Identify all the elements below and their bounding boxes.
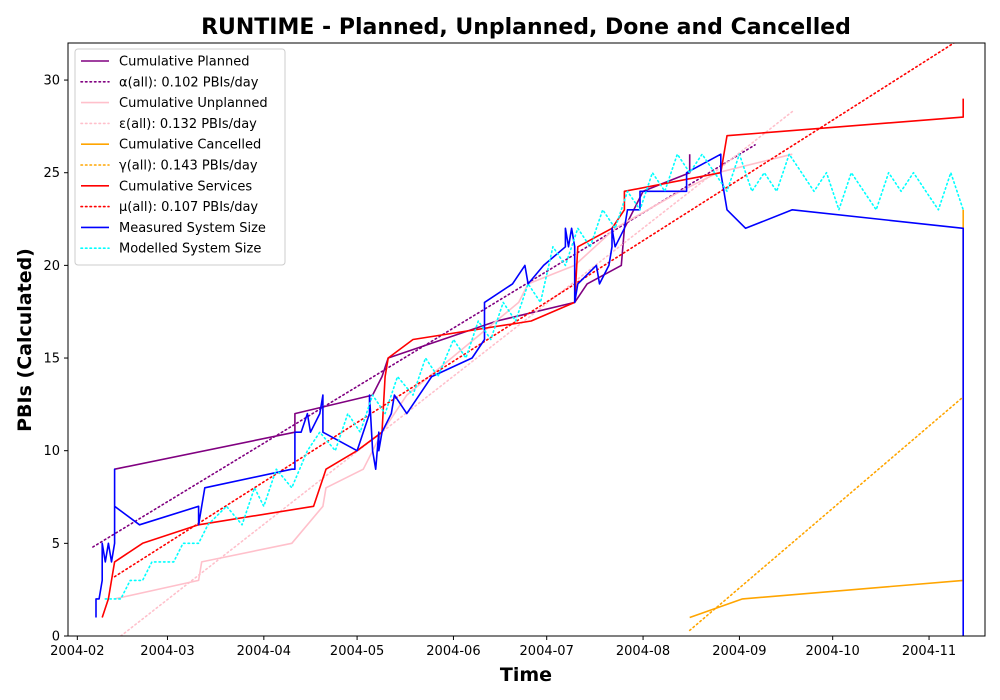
chart-title: RUNTIME - Planned, Unplanned, Done and C… (201, 15, 851, 40)
legend: Cumulative Planned α(all): 0.102 PBIs/day… (74, 48, 286, 266)
x-tick-label-8: 2004-09 (712, 644, 766, 659)
y-tick-label-3: 10 (43, 444, 60, 459)
series-line-5 (689, 209, 965, 619)
legend-entry-7: Cumulative Services (119, 179, 252, 194)
y-tick-label-2: 5 (52, 537, 60, 552)
y-tick-label-7: 30 (43, 74, 60, 89)
series-line-6 (688, 396, 965, 632)
series-line-9 (95, 153, 965, 636)
x-tick-label-4: 2004-05 (330, 644, 384, 659)
x-tick-label-6: 2004-07 (520, 644, 574, 659)
legend-entry-9: Measured System Size (119, 221, 266, 236)
y-axis-label: PBIs (Calculated) (14, 248, 36, 432)
legend-entry-5: Cumulative Cancelled (119, 138, 261, 153)
series-line-8 (113, 43, 955, 578)
axes-layer: 2004-02 2004-03 2004-04 2004-05 2004-06 2004-… (43, 74, 956, 659)
legend-entry-8: μ(all): 0.107 PBIs/day (119, 200, 258, 215)
x-tick-label-10: 2004-11 (902, 644, 956, 659)
x-axis-label: Time (500, 664, 552, 686)
plot-frame (67, 42, 986, 637)
legend-entry-1: Cumulative Planned (119, 55, 249, 70)
series-line-3 (114, 153, 793, 600)
legend-entry-3: Cumulative Unplanned (119, 96, 268, 111)
series-line-10 (104, 153, 965, 600)
x-tick-label-5: 2004-06 (426, 644, 480, 659)
legend-entry-4: ε(all): 0.132 PBIs/day (119, 117, 257, 132)
x-tick-label-7: 2004-08 (616, 644, 670, 659)
x-tick-label-1: 2004-02 (50, 644, 104, 659)
legend-entry-6: γ(all): 0.143 PBIs/day (119, 159, 258, 174)
x-tick-label-9: 2004-10 (806, 644, 860, 659)
legend-entry-2: α(all): 0.102 PBIs/day (119, 75, 259, 90)
x-tick-label-3: 2004-04 (237, 644, 291, 659)
series-layer (92, 43, 965, 636)
y-tick-label-1: 0 (52, 630, 60, 645)
x-tick-label-2: 2004-03 (140, 644, 194, 659)
series-line-7 (101, 98, 965, 618)
legend-box (74, 48, 286, 266)
legend-entry-10: Modelled System Size (119, 242, 261, 257)
y-tick-label-6: 25 (43, 166, 60, 181)
y-tick-label-5: 20 (43, 259, 60, 274)
y-tick-label-4: 15 (43, 352, 60, 367)
